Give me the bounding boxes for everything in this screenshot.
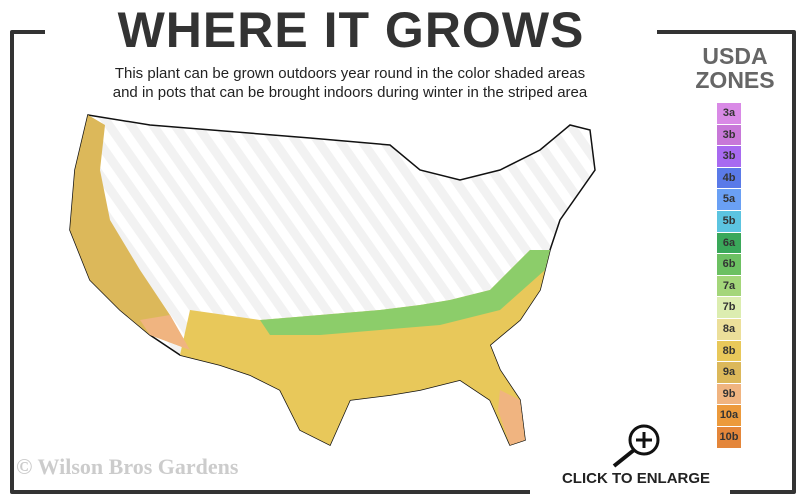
legend-swatch-4b: 4b (717, 167, 741, 190)
legend-title-line: ZONES (695, 67, 775, 93)
legend-swatch-5a: 5a (717, 189, 741, 211)
frame-gap (530, 480, 730, 494)
legend-swatch-10b: 10b (717, 427, 741, 449)
legend-swatch-3a: 3a (717, 103, 741, 125)
us-zone-map[interactable] (60, 110, 620, 455)
zone-region-sw (140, 315, 190, 350)
legend-swatch-3b: 3b (717, 146, 741, 168)
subtitle: This plant can be grown outdoors year ro… (40, 64, 660, 102)
click-to-enlarge-button[interactable]: CLICK TO ENLARGE (561, 470, 711, 487)
legend-swatch-3b: 3b (717, 124, 741, 147)
legend-swatch-6a: 6a (717, 232, 741, 255)
legend-swatch-9b: 9b (717, 383, 741, 406)
legend-swatch-10a: 10a (717, 405, 741, 427)
legend-title: USDA ZONES (680, 44, 790, 92)
page-title: WHERE IT GROWS (117, 2, 585, 58)
legend-title-line: USDA (702, 43, 768, 69)
zoom-in-magnifier-icon[interactable] (608, 422, 664, 468)
zone-region-west-coast (70, 115, 190, 350)
legend-swatch-8b: 8b (717, 340, 741, 363)
frame-gap (45, 22, 657, 36)
subtitle-line: This plant can be grown outdoors year ro… (114, 65, 586, 82)
copyright-watermark: © Wilson Bros Gardens (16, 454, 239, 479)
zone-region-7a (260, 250, 550, 335)
zone-region-south-florida (498, 390, 525, 445)
legend-swatch-7b: 7b (717, 297, 741, 319)
legend-swatch-7a: 7a (717, 275, 741, 298)
legend-swatch-8a: 8a (717, 319, 741, 341)
legend-swatch-5b: 5b (717, 211, 741, 233)
legend-swatch-9a: 9a (717, 362, 741, 384)
legend-swatch-6b: 6b (717, 254, 741, 276)
subtitle-line: and in pots that can be brought indoors … (112, 84, 588, 101)
